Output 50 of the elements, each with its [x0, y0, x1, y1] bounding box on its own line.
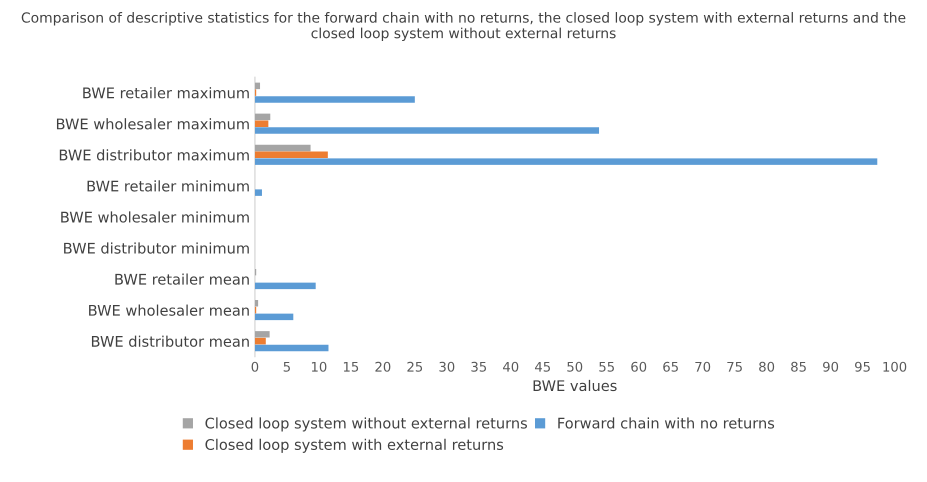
- bar: [254, 144, 311, 152]
- legend-label: Forward chain with no returns: [558, 417, 774, 429]
- x-tick-label: 45: [535, 362, 550, 372]
- bar: [254, 344, 328, 352]
- x-tick-label: 15: [344, 362, 358, 372]
- bar: [254, 82, 260, 90]
- x-tick-label: 90: [823, 362, 838, 372]
- y-tick-label: BWE wholesaler minimum: [61, 211, 249, 223]
- y-tick-label: BWE distributor maximum: [60, 149, 249, 161]
- bar: [254, 120, 268, 127]
- y-tick-label: BWE retailer mean: [115, 273, 249, 285]
- bar: [254, 189, 262, 196]
- bar: [254, 331, 270, 338]
- bar: [254, 96, 415, 103]
- y-tick-label: BWE wholesaler mean: [89, 304, 249, 316]
- bar: [254, 300, 258, 306]
- x-tick-label: 0: [252, 362, 258, 372]
- y-tick-label: BWE wholesaler maximum: [56, 118, 249, 130]
- x-tick-label: 65: [663, 362, 678, 372]
- x-tick-label: 55: [599, 362, 614, 372]
- x-tick-label: 5: [284, 362, 290, 372]
- x-tick-label: 95: [855, 362, 870, 372]
- x-tick-label: 70: [695, 362, 710, 372]
- y-tick-label: BWE distributor minimum: [64, 242, 249, 254]
- bar: [254, 282, 316, 290]
- bar: [254, 152, 328, 158]
- x-tick-label: 35: [471, 362, 486, 372]
- legend-label: Closed loop system without external returns: [205, 417, 527, 432]
- y-tick-label: BWE retailer minimum: [88, 180, 249, 192]
- x-tick-label: 80: [759, 362, 774, 372]
- x-tick-label: 60: [631, 362, 646, 372]
- bar: [254, 314, 294, 320]
- bar: [254, 114, 270, 120]
- x-tick-label: 40: [503, 362, 518, 372]
- x-tick-label: 10: [312, 362, 326, 372]
- bar: [254, 127, 600, 134]
- bar: [254, 338, 266, 344]
- y-tick-label: BWE retailer maximum: [83, 87, 249, 98]
- x-tick-label: 50: [567, 362, 582, 372]
- y-tick-label: BWE distributor mean: [92, 336, 249, 347]
- x-tick-label: 100: [883, 362, 906, 372]
- x-axis-title: BWE values: [534, 380, 617, 392]
- x-tick-label: 75: [727, 362, 742, 372]
- x-tick-label: 85: [791, 362, 806, 372]
- legend-label: Closed loop system with external returns: [205, 438, 504, 453]
- x-tick-label: 20: [375, 362, 390, 372]
- x-tick-label: 25: [407, 362, 422, 372]
- x-tick-label: 30: [439, 362, 454, 372]
- bar: [254, 158, 878, 165]
- chart-title: Comparison of descriptive statistics for the forward chain with no returns, the closed loop system with external returns and the closed loop system without external returns: [22, 12, 906, 42]
